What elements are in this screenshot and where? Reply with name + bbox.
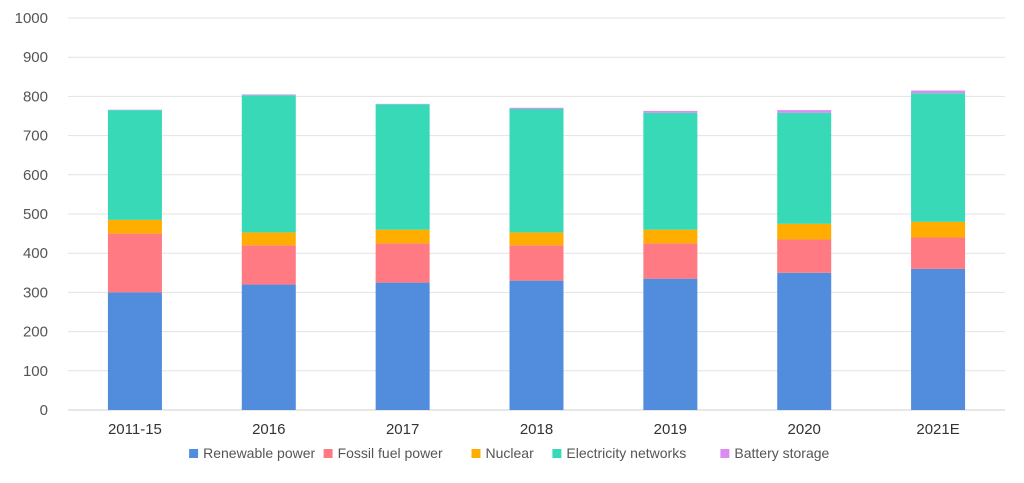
x-tick-label: 2017 <box>386 421 419 438</box>
legend-item: Electricity networks <box>552 445 686 461</box>
bar-segment-nuclear <box>108 220 162 234</box>
y-tick-label: 200 <box>23 324 48 341</box>
legend: Renewable power Fossil fuel power Nuclear E… <box>189 445 829 461</box>
x-tick-label: 2019 <box>654 421 687 438</box>
y-tick-label: 700 <box>23 128 48 145</box>
bar-segment-renewable-power <box>911 269 965 410</box>
legend-swatch <box>720 449 729 458</box>
bar-segment-electricity-networks <box>510 109 564 232</box>
bar-segment-renewable-power <box>108 292 162 410</box>
bar-segment-renewable-power <box>643 279 697 410</box>
bar-segment-fossil-fuel-power <box>376 243 430 282</box>
bar-segment-fossil-fuel-power <box>242 245 296 284</box>
bar-segment-fossil-fuel-power <box>643 243 697 278</box>
bar-segment-electricity-networks <box>777 113 831 224</box>
bar-segment-battery-storage <box>777 110 831 113</box>
y-tick-label: 800 <box>23 88 48 105</box>
bar-segment-electricity-networks <box>376 104 430 229</box>
bar-segment-electricity-networks <box>643 113 697 230</box>
y-tick-label: 100 <box>23 363 48 380</box>
legend-swatch <box>552 449 561 458</box>
bar-segment-battery-storage <box>643 111 697 113</box>
bar-segment-renewable-power <box>510 281 564 410</box>
legend-swatch <box>189 449 198 458</box>
bar-segment-nuclear <box>777 224 831 240</box>
x-tick-label: 2021E <box>916 421 959 438</box>
legend-item: Nuclear <box>472 445 535 461</box>
x-tick-label: 2020 <box>788 421 821 438</box>
legend-swatch <box>324 449 333 458</box>
bar-segment-renewable-power <box>376 283 430 410</box>
legend-item: Renewable power <box>189 445 315 461</box>
bar-segment-fossil-fuel-power <box>911 238 965 269</box>
bar-segment-renewable-power <box>777 273 831 410</box>
bar-segment-fossil-fuel-power <box>777 239 831 272</box>
bars <box>108 91 965 410</box>
bar-segment-battery-storage <box>242 94 296 95</box>
y-tick-label: 1000 <box>15 10 48 27</box>
x-tick-label: 2011-15 <box>108 421 162 438</box>
legend-label: Battery storage <box>734 445 829 461</box>
x-axis-ticks: 2011-15 2016 2017 2018 2019 2020 2021E <box>108 421 960 438</box>
legend-swatch <box>472 449 481 458</box>
legend-label: Nuclear <box>486 445 535 461</box>
legend-item: Battery storage <box>720 445 829 461</box>
bar-segment-nuclear <box>376 230 430 244</box>
y-tick-label: 0 <box>40 402 48 419</box>
bar-segment-electricity-networks <box>911 93 965 222</box>
bar-segment-battery-storage <box>510 108 564 109</box>
bar-segment-nuclear <box>911 222 965 238</box>
legend-label: Electricity networks <box>566 445 686 461</box>
bar-segment-electricity-networks <box>108 110 162 220</box>
x-tick-label: 2016 <box>252 421 285 438</box>
bar-segment-battery-storage <box>911 91 965 94</box>
bar-segment-nuclear <box>643 230 697 244</box>
legend-label: Renewable power <box>203 445 315 461</box>
x-tick-label: 2018 <box>520 421 553 438</box>
y-tick-label: 600 <box>23 167 48 184</box>
legend-label: Fossil fuel power <box>338 445 443 461</box>
y-tick-label: 400 <box>23 245 48 262</box>
bar-segment-nuclear <box>242 232 296 245</box>
y-tick-label: 500 <box>23 206 48 223</box>
y-axis-ticks: 0 100 200 300 400 500 600 700 800 900 1000 <box>15 10 48 419</box>
bar-segment-fossil-fuel-power <box>108 234 162 293</box>
legend-item: Fossil fuel power <box>324 445 443 461</box>
bar-segment-renewable-power <box>242 285 296 410</box>
bar-segment-electricity-networks <box>242 95 296 232</box>
bar-segment-fossil-fuel-power <box>510 245 564 280</box>
y-tick-label: 300 <box>23 284 48 301</box>
bar-segment-nuclear <box>510 232 564 245</box>
y-tick-label: 900 <box>23 49 48 66</box>
